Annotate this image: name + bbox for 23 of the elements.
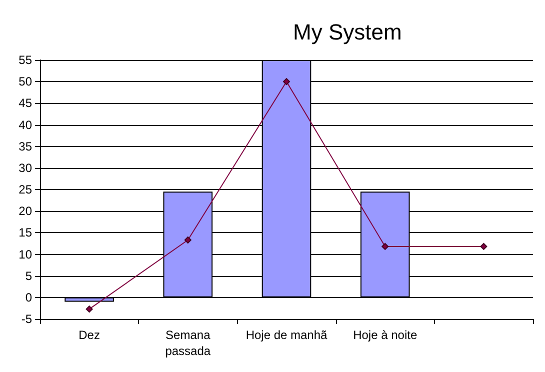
y-tick-label: -5 bbox=[21, 312, 32, 326]
y-tick-label: 10 bbox=[18, 247, 32, 262]
y-tick-label: 0 bbox=[25, 290, 32, 304]
y-tick-label: 15 bbox=[18, 226, 32, 240]
x-tick-label: Hoje à noite bbox=[353, 328, 418, 342]
y-tick-label: 55 bbox=[18, 53, 32, 67]
point bbox=[86, 306, 93, 313]
y-tick-label: 20 bbox=[18, 204, 32, 218]
x-tick-label: Dez bbox=[78, 328, 100, 342]
point bbox=[283, 78, 290, 86]
x-tick-label: Hoje de manhã bbox=[246, 328, 328, 342]
y-tick-label: 25 bbox=[18, 182, 32, 196]
y-tick-label: 50 bbox=[18, 74, 32, 89]
chart-title: My System bbox=[293, 20, 402, 44]
y-tick-label: 5 bbox=[25, 268, 32, 283]
point bbox=[480, 242, 488, 250]
x-tick-label: Semana passada bbox=[165, 328, 211, 358]
y-tick-label: 30 bbox=[18, 160, 32, 175]
y-tick-label: 35 bbox=[18, 139, 32, 154]
y-tick-label: 40 bbox=[18, 118, 32, 132]
y-tick-label: 45 bbox=[18, 96, 32, 110]
point bbox=[382, 242, 389, 250]
point bbox=[184, 236, 192, 244]
